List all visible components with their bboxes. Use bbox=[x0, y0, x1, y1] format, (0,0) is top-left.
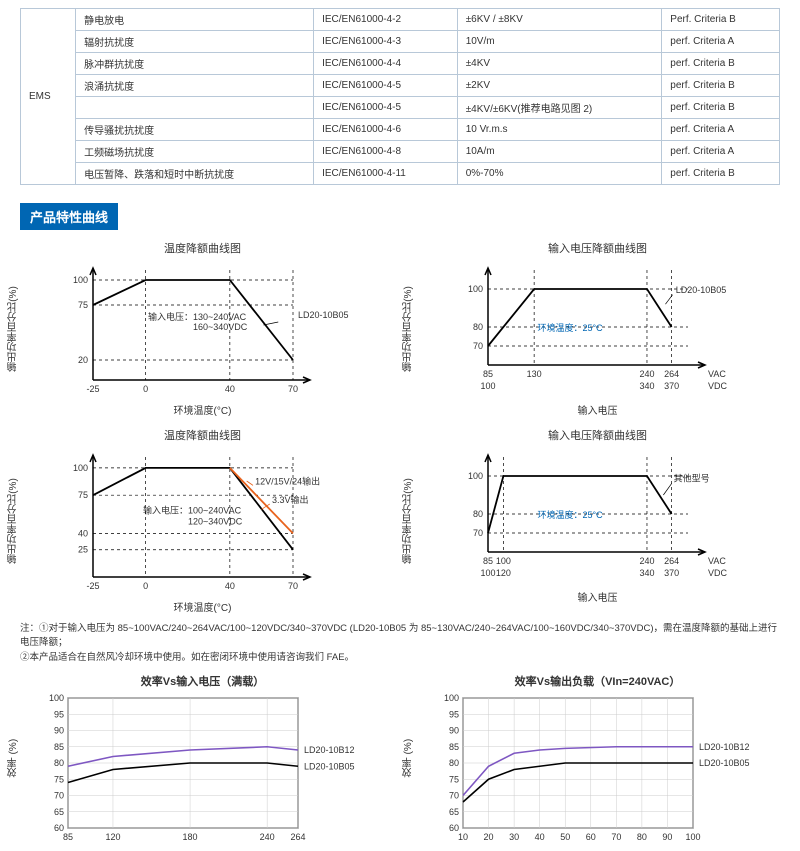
svg-text:240: 240 bbox=[639, 556, 654, 566]
svg-text:130: 130 bbox=[526, 369, 541, 379]
svg-text:70: 70 bbox=[448, 790, 458, 800]
svg-text:180: 180 bbox=[182, 832, 197, 842]
svg-text:75: 75 bbox=[77, 490, 87, 500]
svg-text:70: 70 bbox=[53, 790, 63, 800]
svg-text:80: 80 bbox=[53, 758, 63, 768]
svg-text:输入电压：100~240VAC: 输入电压：100~240VAC bbox=[143, 505, 242, 516]
svg-text:65: 65 bbox=[448, 807, 458, 817]
svg-text:90: 90 bbox=[448, 725, 458, 735]
svg-text:120~340VDC: 120~340VDC bbox=[143, 517, 243, 527]
svg-text:100: 100 bbox=[72, 463, 87, 473]
svg-text:95: 95 bbox=[448, 709, 458, 719]
svg-text:80: 80 bbox=[472, 509, 482, 519]
svg-text:40: 40 bbox=[77, 528, 87, 538]
svg-text:10: 10 bbox=[457, 832, 467, 842]
svg-text:100: 100 bbox=[467, 284, 482, 294]
svg-text:240: 240 bbox=[639, 369, 654, 379]
svg-text:LD20-10B12: LD20-10B12 bbox=[699, 742, 750, 752]
svg-text:100: 100 bbox=[72, 275, 87, 285]
svg-text:340: 340 bbox=[639, 568, 654, 578]
svg-text:50: 50 bbox=[560, 832, 570, 842]
svg-text:240: 240 bbox=[259, 832, 274, 842]
svg-text:70: 70 bbox=[472, 528, 482, 538]
footnotes: 注：①对于输入电压为 85~100VAC/240~264VAC/100~120V… bbox=[20, 622, 780, 665]
svg-text:VAC: VAC bbox=[708, 369, 726, 379]
svg-text:340: 340 bbox=[639, 381, 654, 391]
svg-text:70: 70 bbox=[287, 384, 297, 394]
svg-text:20: 20 bbox=[483, 832, 493, 842]
svg-text:100: 100 bbox=[685, 832, 700, 842]
svg-text:75: 75 bbox=[448, 774, 458, 784]
svg-text:LD20-10B05: LD20-10B05 bbox=[304, 761, 355, 771]
svg-text:100: 100 bbox=[467, 471, 482, 481]
section-header: 产品特性曲线 bbox=[20, 203, 118, 230]
svg-text:VDC: VDC bbox=[708, 568, 728, 578]
svg-text:75: 75 bbox=[77, 300, 87, 310]
svg-text:65: 65 bbox=[53, 807, 63, 817]
svg-text:160~340VDC: 160~340VDC bbox=[148, 322, 248, 332]
svg-text:85: 85 bbox=[482, 556, 492, 566]
svg-text:其他型号: 其他型号 bbox=[673, 473, 709, 484]
svg-text:VAC: VAC bbox=[708, 556, 726, 566]
efficiency-charts: 效率Vs输入电压（满载） 效率 (%) 60657075808590951008… bbox=[20, 673, 780, 843]
svg-text:环境温度：25°C: 环境温度：25°C bbox=[537, 509, 603, 520]
chart-voltage-derating-2: 输入电压降额曲线图 输出功率百分比(%) 7080100851001001202… bbox=[415, 427, 780, 614]
svg-text:100: 100 bbox=[48, 693, 63, 703]
svg-text:85: 85 bbox=[62, 832, 72, 842]
derating-charts-grid: 温度降额曲线图 输出功率百分比(%) 2075100-2504070输入电压：1… bbox=[20, 240, 780, 614]
svg-text:90: 90 bbox=[662, 832, 672, 842]
svg-text:70: 70 bbox=[472, 341, 482, 351]
svg-text:环境温度：25°C: 环境温度：25°C bbox=[537, 322, 603, 333]
svg-text:70: 70 bbox=[287, 581, 297, 591]
ems-category-cell: EMS bbox=[21, 9, 76, 185]
svg-text:264: 264 bbox=[664, 369, 679, 379]
svg-text:90: 90 bbox=[53, 725, 63, 735]
svg-text:40: 40 bbox=[224, 384, 234, 394]
svg-text:100: 100 bbox=[480, 568, 495, 578]
svg-text:100: 100 bbox=[443, 693, 458, 703]
svg-text:75: 75 bbox=[53, 774, 63, 784]
svg-text:85: 85 bbox=[53, 742, 63, 752]
svg-text:LD20-10B05: LD20-10B05 bbox=[298, 310, 349, 320]
svg-text:20: 20 bbox=[77, 355, 87, 365]
emc-table: EMS静电放电IEC/EN61000-4-2±6KV / ±8KVPerf. C… bbox=[20, 8, 780, 185]
chart-voltage-derating-1: 输入电压降额曲线图 输出功率百分比(%) 7080100851001302403… bbox=[415, 240, 780, 417]
svg-text:95: 95 bbox=[53, 709, 63, 719]
svg-text:60: 60 bbox=[585, 832, 595, 842]
svg-text:0: 0 bbox=[143, 581, 148, 591]
svg-text:12V/15V/24输出: 12V/15V/24输出 bbox=[255, 475, 320, 486]
svg-text:80: 80 bbox=[472, 322, 482, 332]
svg-text:0: 0 bbox=[143, 384, 148, 394]
svg-text:40: 40 bbox=[224, 581, 234, 591]
svg-text:输入电压：130~240VAC: 输入电压：130~240VAC bbox=[148, 311, 247, 322]
svg-text:30: 30 bbox=[509, 832, 519, 842]
svg-text:370: 370 bbox=[664, 381, 679, 391]
svg-text:40: 40 bbox=[534, 832, 544, 842]
svg-text:264: 264 bbox=[290, 832, 305, 842]
svg-text:3.3V输出: 3.3V输出 bbox=[271, 494, 308, 505]
svg-text:-25: -25 bbox=[86, 384, 99, 394]
svg-text:120: 120 bbox=[495, 568, 510, 578]
svg-text:70: 70 bbox=[611, 832, 621, 842]
svg-text:VDC: VDC bbox=[708, 381, 728, 391]
chart-eff-vin: 效率Vs输入电压（满载） 效率 (%) 60657075808590951008… bbox=[20, 673, 385, 843]
svg-text:80: 80 bbox=[636, 832, 646, 842]
svg-text:-25: -25 bbox=[86, 581, 99, 591]
chart-temp-derating-1: 温度降额曲线图 输出功率百分比(%) 2075100-2504070输入电压：1… bbox=[20, 240, 385, 417]
svg-text:85: 85 bbox=[482, 369, 492, 379]
svg-text:LD20-10B05: LD20-10B05 bbox=[699, 758, 750, 768]
svg-text:370: 370 bbox=[664, 568, 679, 578]
svg-text:120: 120 bbox=[105, 832, 120, 842]
svg-text:25: 25 bbox=[77, 545, 87, 555]
svg-text:100: 100 bbox=[495, 556, 510, 566]
svg-text:80: 80 bbox=[448, 758, 458, 768]
chart-eff-load: 效率Vs输出负载（VIn=240VAC） 效率 (%) 606570758085… bbox=[415, 673, 780, 843]
chart-temp-derating-2: 温度降额曲线图 输出功率百分比(%) 254075100-2504070输入电压… bbox=[20, 427, 385, 614]
svg-text:LD20-10B12: LD20-10B12 bbox=[304, 745, 355, 755]
svg-text:85: 85 bbox=[448, 742, 458, 752]
svg-text:100: 100 bbox=[480, 381, 495, 391]
svg-text:LD20-10B05: LD20-10B05 bbox=[675, 285, 726, 295]
svg-text:264: 264 bbox=[664, 556, 679, 566]
